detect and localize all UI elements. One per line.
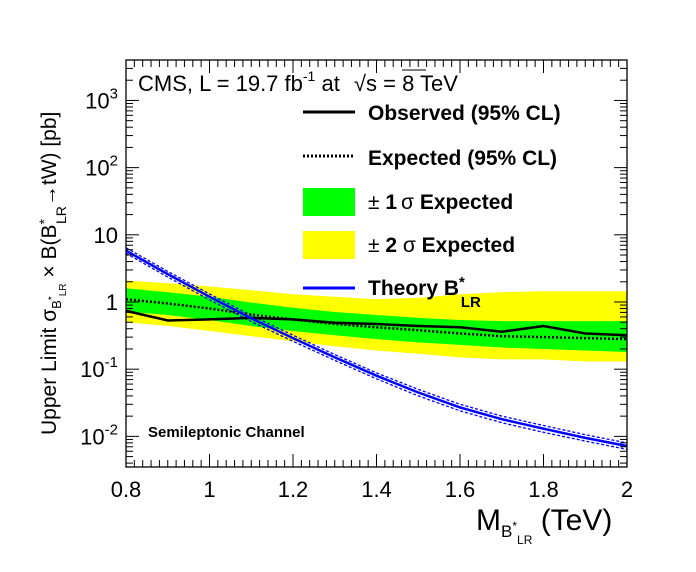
y-tick-label: 10-2 [80,421,118,449]
lines-layer [125,247,628,451]
legend-sigma1-swatch [303,188,355,216]
theory-line [125,249,628,448]
y-tick-label: 10 [94,223,118,248]
expected-line [125,297,628,341]
channel-label: Semileptonic Channel [148,424,305,441]
theory-uncertainty-lower [125,252,628,451]
cms-header: CMS, L = 19.7 fb-1 at √s = 8 TeV [138,68,458,96]
observed-line [125,309,628,337]
legend-sigma2-swatch [303,231,355,259]
y-tick-label: 10-1 [80,354,118,382]
y-axis-title: Upper Limit σB*LR × B(B*LR→tW) [pb] [36,112,69,435]
legend-expected-label: Expected (95% CL) [368,147,557,170]
legend-theory-label: Theory B* LR [368,274,481,311]
x-tick-label: 1.2 [278,477,309,502]
legend-sigma2-label: ± 2 σ Expected [368,234,515,257]
x-tick-label: 1.6 [445,477,476,502]
x-tick-label: 2 [621,477,633,502]
x-tick-label: 1 [203,477,215,502]
y-tick-label: 1 [106,290,118,315]
y-tick-label: 103 [85,85,118,113]
theory-uncertainty-upper [125,247,628,444]
axes-layer: 0.8 1 1.2 1.4 1.6 1.8 2 10-2 10-1 1 10 102 103 [80,59,633,502]
x-tick-label: 0.8 [111,477,142,502]
legend-observed-label: Observed (95% CL) [368,102,561,125]
x-tick-label: 1.8 [528,477,559,502]
y-tick-label: 102 [85,153,118,181]
x-axis-title: MB*LR (TeV) [476,504,612,547]
x-tick-label: 1.4 [361,477,392,502]
